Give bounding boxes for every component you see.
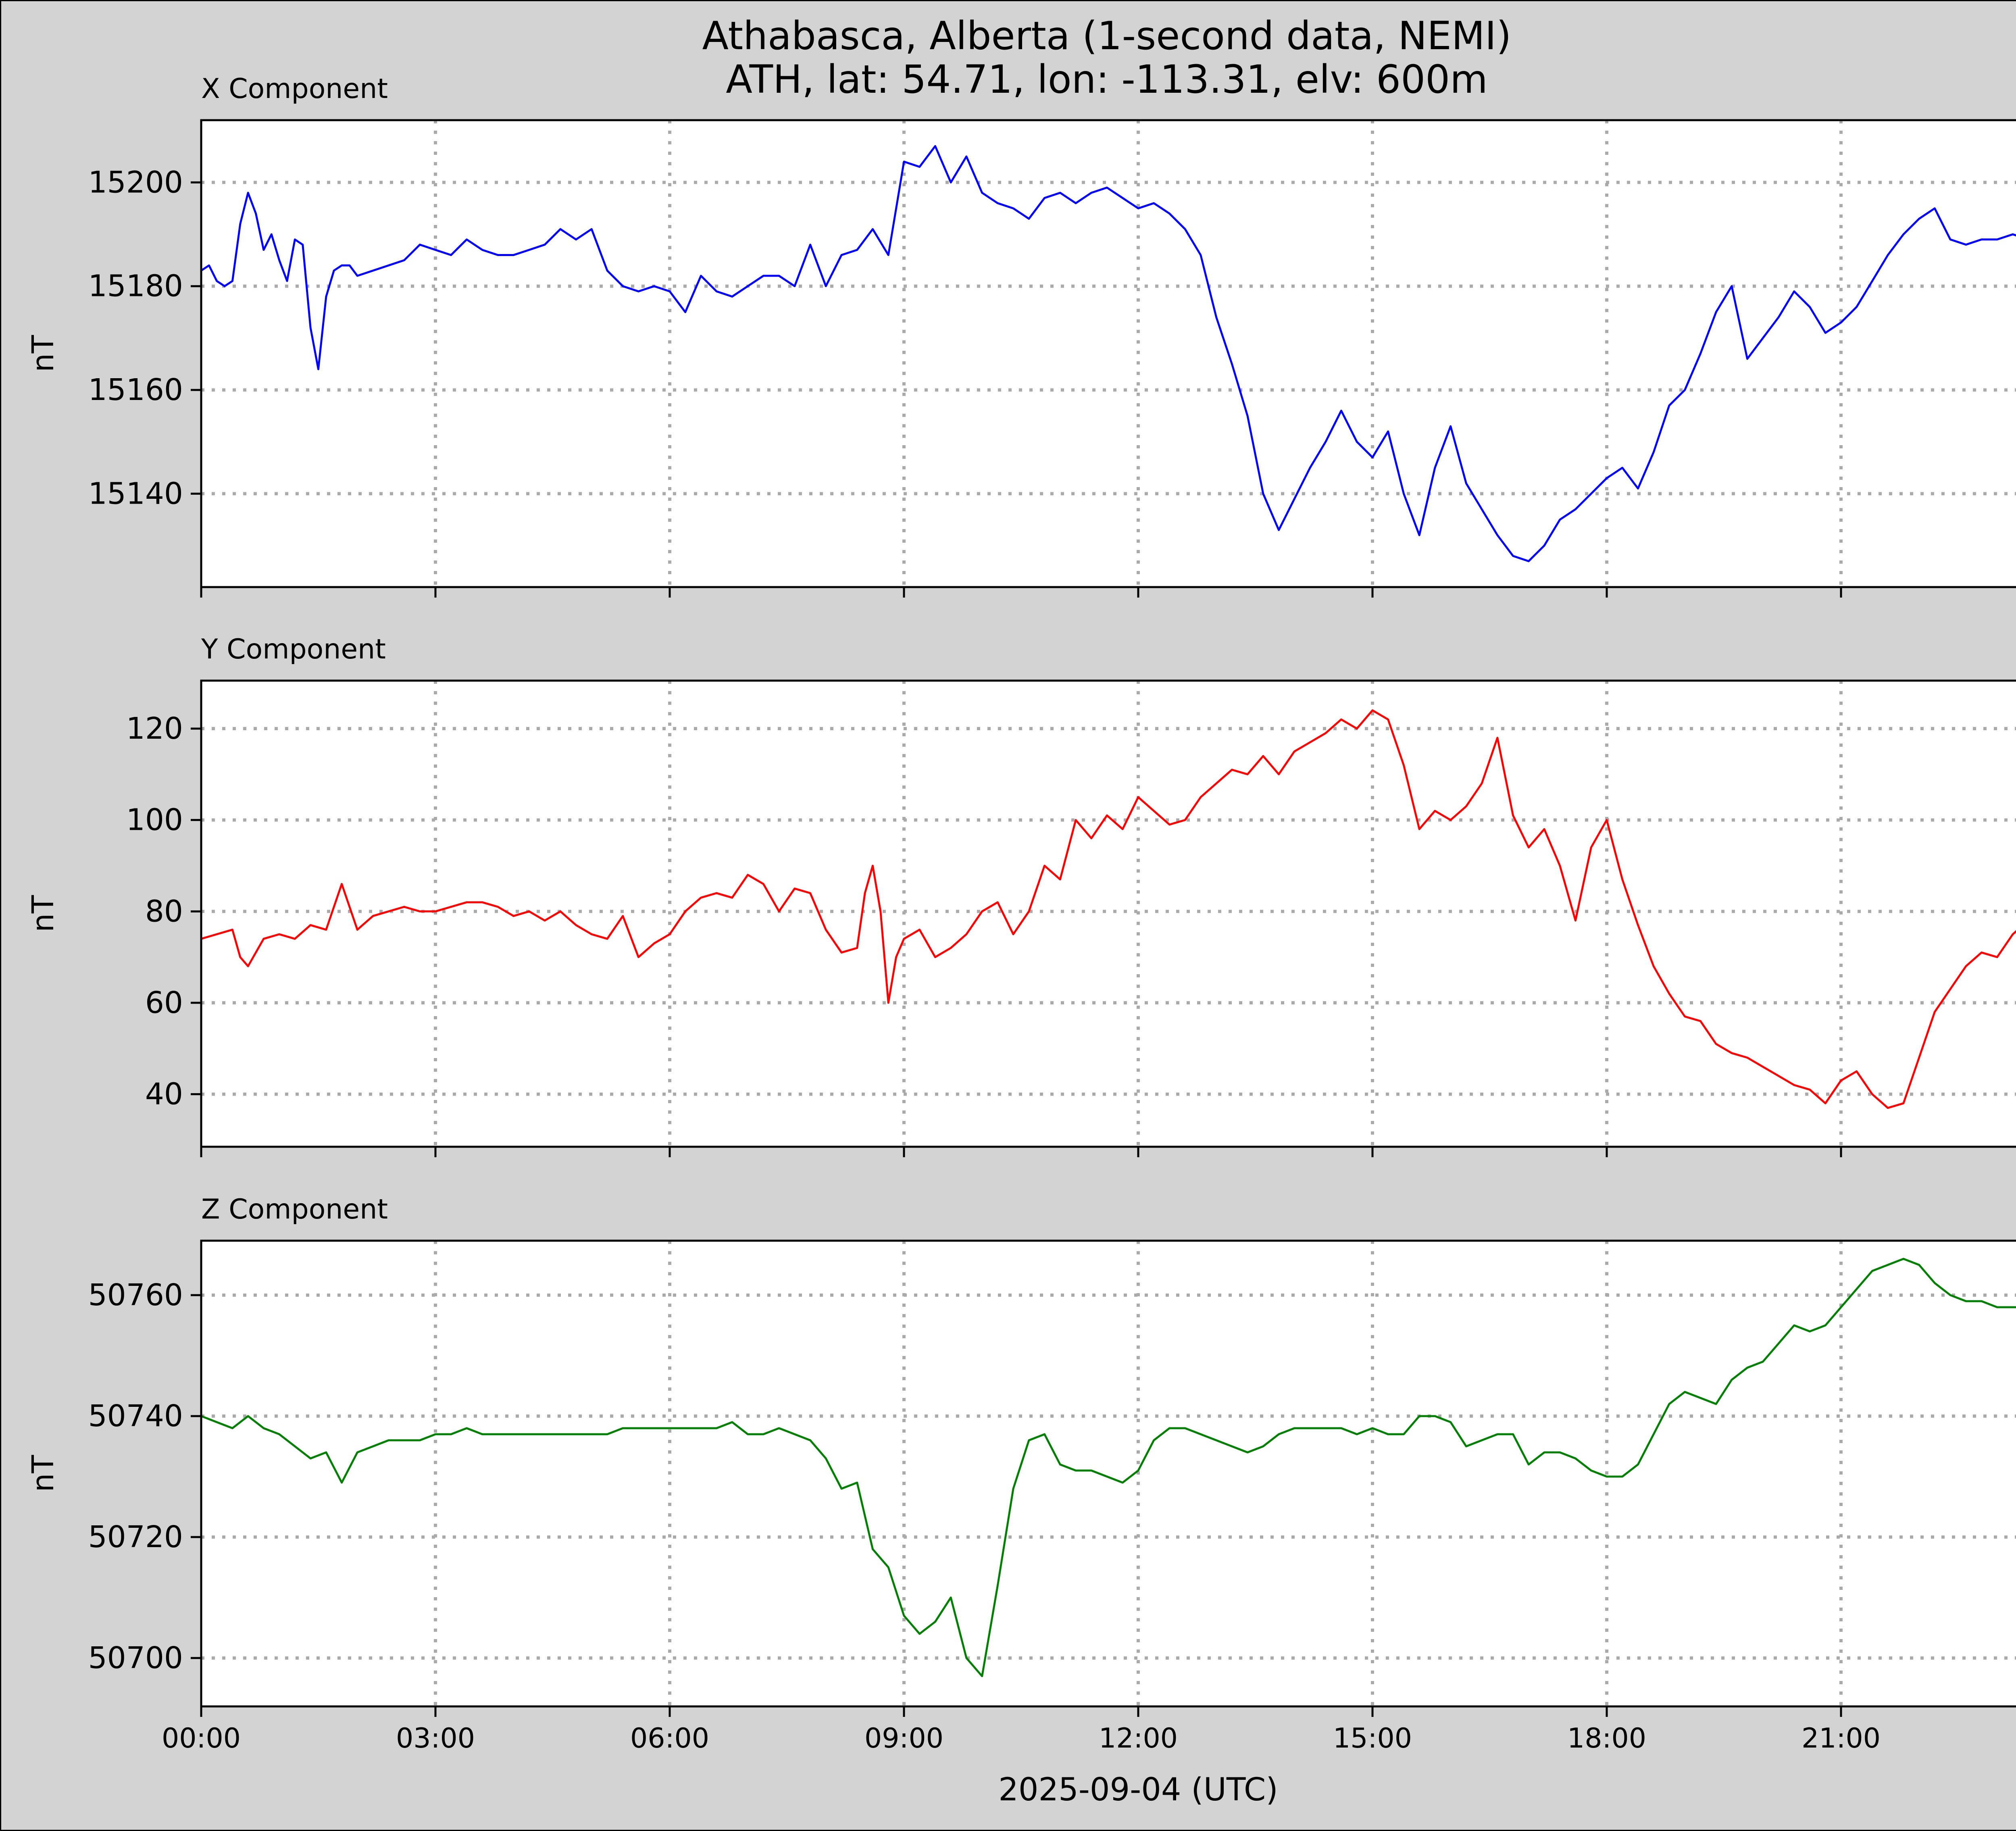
- y-tick-label: 15180: [88, 269, 183, 304]
- x-axis-label: 2025-09-04 (UTC): [998, 1772, 1278, 1808]
- panel-title: X Component: [201, 73, 388, 105]
- y-axis-label: nT: [26, 335, 60, 372]
- x-tick-label: 06:00: [630, 1723, 709, 1754]
- y-component-panel: 40 60 80 100 120 Y Component nT: [26, 633, 2016, 1157]
- series-line: [201, 1258, 2016, 1677]
- figure-title-line1: Athabasca, Alberta (1-second data, NEMI): [702, 13, 1512, 58]
- y-tick-label: 80: [145, 894, 183, 929]
- axes-frame: [200, 119, 2016, 588]
- y-tick-label: 15200: [88, 165, 183, 200]
- x-component-panel: 15140 15160 15180 15200 X Component nT: [26, 73, 2016, 598]
- x-tick-label: 12:00: [1099, 1723, 1178, 1754]
- y-tick-label: 50700: [88, 1641, 183, 1675]
- y-tick-label: 15140: [88, 476, 183, 511]
- x-tick-label: 03:00: [396, 1723, 475, 1754]
- axes-frame: [200, 1239, 2016, 1708]
- x-tick-label: 09:00: [864, 1723, 943, 1754]
- plot-area: [201, 681, 2016, 1147]
- x-tick-label: 18:00: [1567, 1723, 1646, 1754]
- y-tick-label: 50720: [88, 1520, 183, 1554]
- y-axis-label: nT: [26, 895, 60, 932]
- y-tick-label: 50760: [88, 1278, 183, 1312]
- plot-area: [201, 1241, 2016, 1706]
- figure-title-line2: ATH, lat: 54.71, lon: -113.31, elv: 600m: [726, 57, 1488, 102]
- x-tick-label: 00:00: [162, 1723, 241, 1754]
- axes-frame: [200, 679, 2016, 1148]
- y-tick-label: 120: [126, 711, 183, 746]
- y-tick-label: 60: [145, 985, 183, 1020]
- y-tick-label: 50740: [88, 1399, 183, 1433]
- y-tick-label: 100: [126, 803, 183, 837]
- z-component-panel: 00:00 03:00 06:00 09:00 12:00 15:00 18:00 21:00…: [26, 1194, 2016, 1754]
- panel-title: Y Component: [201, 633, 386, 665]
- series-line: [200, 145, 2016, 562]
- plot-area: [201, 120, 2016, 587]
- series-line: [201, 709, 2016, 1109]
- x-tick-label: 15:00: [1333, 1723, 1412, 1754]
- y-axis-label: nT: [26, 1455, 60, 1492]
- y-tick-label: 40: [145, 1077, 183, 1112]
- panel-title: Z Component: [201, 1194, 388, 1225]
- y-tick-label: 15160: [88, 373, 183, 407]
- x-tick-label: 21:00: [1801, 1723, 1881, 1754]
